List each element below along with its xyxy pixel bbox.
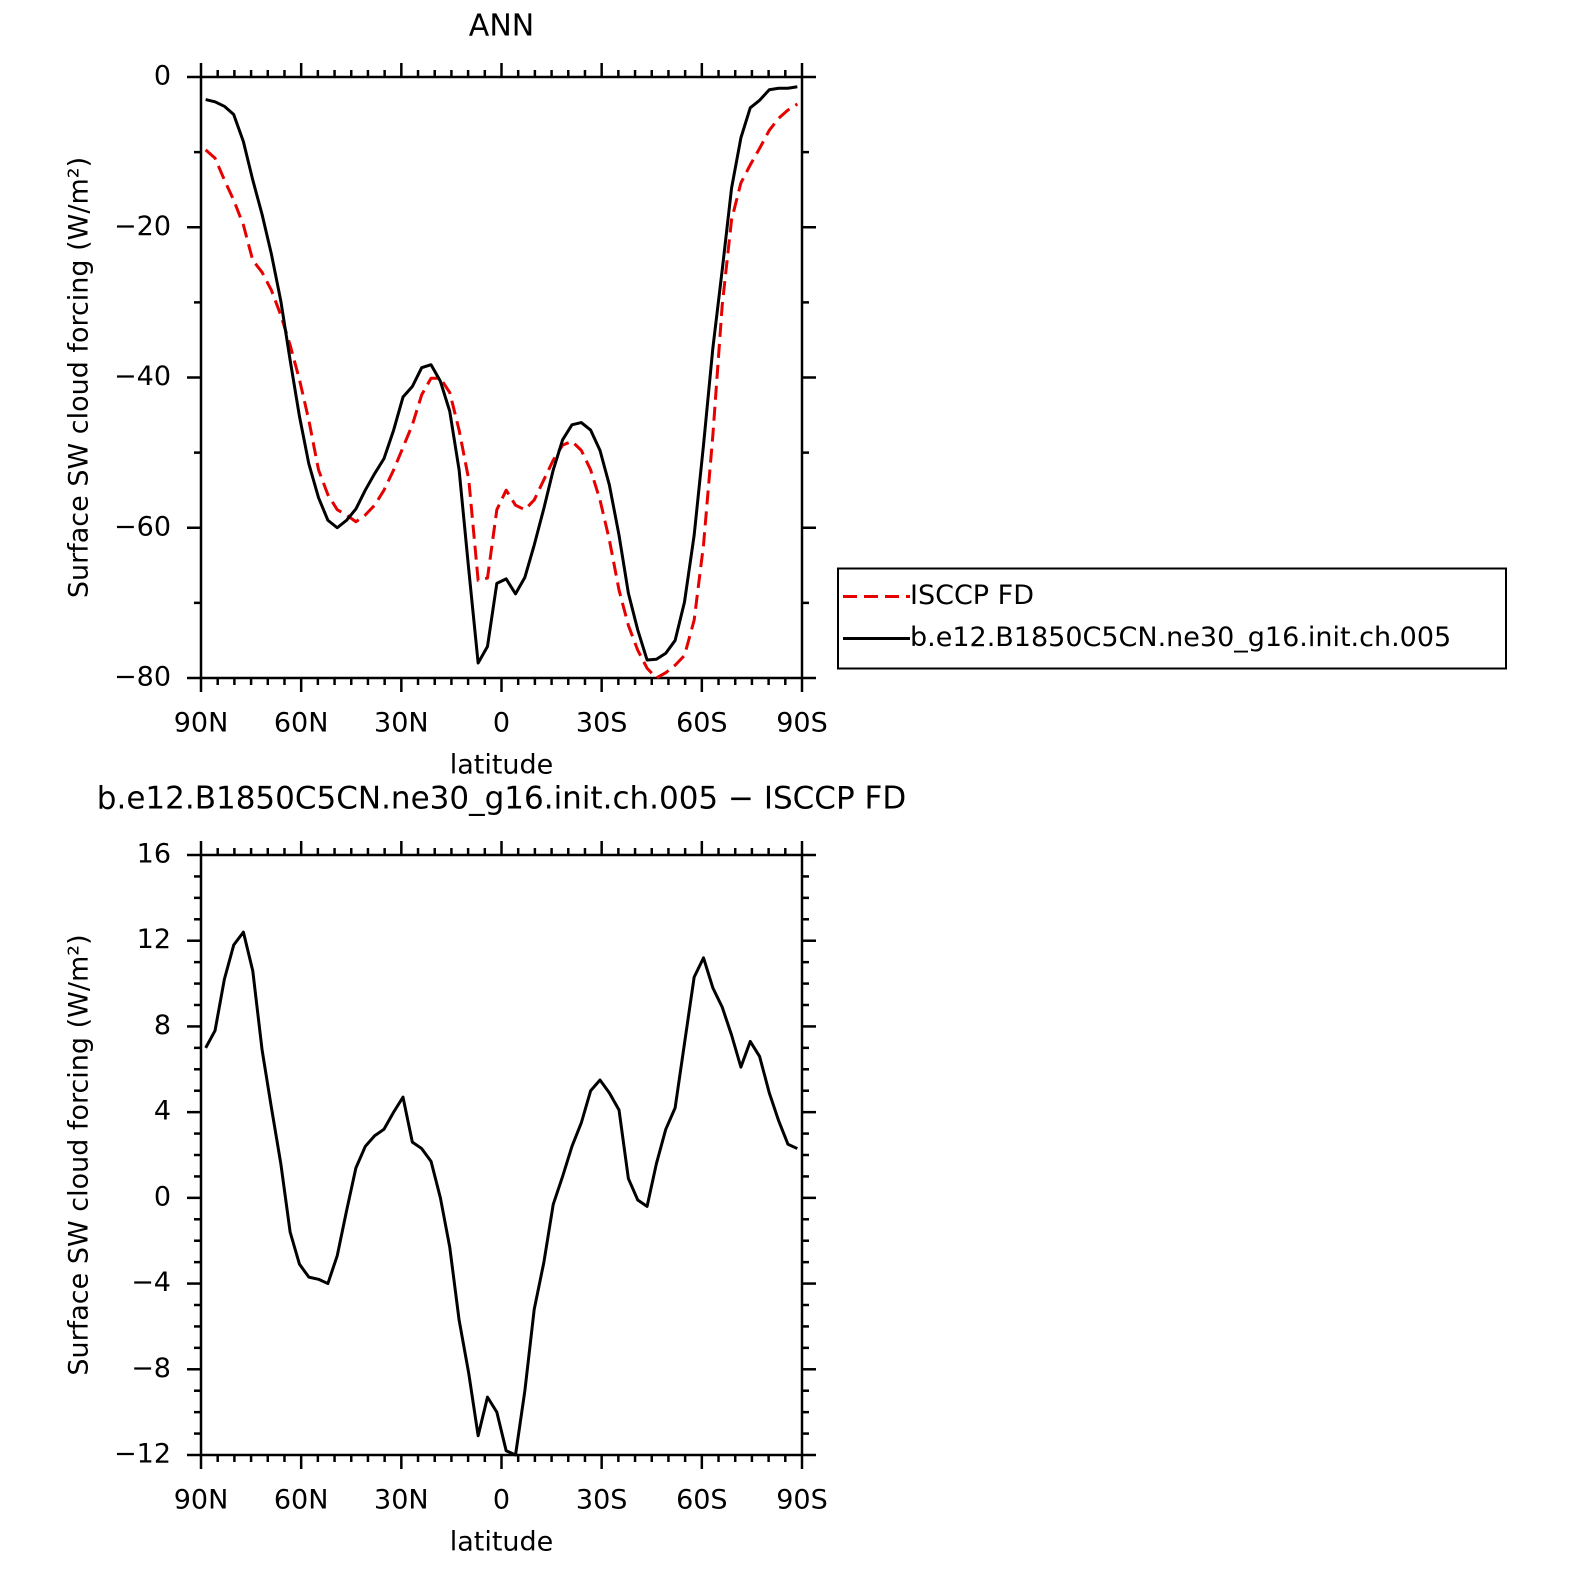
y-tick-label: 0 <box>154 61 171 92</box>
y-tick-label: 0 <box>154 1181 171 1212</box>
x-axis-label: latitude <box>450 750 554 781</box>
y-tick-label: −20 <box>114 211 171 242</box>
y-axis-label: Surface SW cloud forcing (W/m²) <box>64 934 95 1375</box>
data-line <box>204 930 798 1457</box>
y-axis-label: Surface SW cloud forcing (W/m²) <box>64 157 95 598</box>
chart-title: b.e12.B1850C5CN.ne30_g16.init.ch.005 − I… <box>97 781 906 817</box>
y-tick-label: 16 <box>137 839 171 870</box>
y-tick-label: 4 <box>154 1096 171 1127</box>
x-tick-label: 90N <box>174 708 229 739</box>
x-tick-label: 30N <box>374 708 429 739</box>
x-axis-label: latitude <box>450 1527 554 1558</box>
x-tick-label: 0 <box>493 1485 510 1516</box>
y-tick-label: −12 <box>114 1439 171 1470</box>
legend-box <box>837 567 1507 670</box>
plot-frame <box>199 853 804 1457</box>
legend-label: b.e12.B1850C5CN.ne30_g16.init.ch.005 <box>910 622 1451 653</box>
plot-frame <box>199 75 804 680</box>
y-tick-label: 8 <box>154 1010 171 1041</box>
y-tick-label: −80 <box>114 662 171 693</box>
x-tick-label: 60S <box>676 708 728 739</box>
legend-label: ISCCP FD <box>910 580 1034 611</box>
x-tick-label: 60S <box>676 1485 728 1516</box>
y-tick-label: −4 <box>131 1267 171 1298</box>
x-tick-label: 90S <box>776 708 828 739</box>
chart-title: ANN <box>469 9 534 44</box>
x-tick-label: 0 <box>493 708 510 739</box>
y-tick-label: 12 <box>137 924 171 955</box>
data-line <box>205 85 798 665</box>
x-tick-label: 30S <box>576 708 628 739</box>
y-tick-label: −8 <box>131 1353 171 1384</box>
y-tick-label: −60 <box>114 511 171 542</box>
x-tick-label: 30S <box>576 1485 628 1516</box>
x-tick-label: 90N <box>174 1485 229 1516</box>
x-tick-label: 60N <box>274 1485 329 1516</box>
x-tick-label: 30N <box>374 1485 429 1516</box>
x-tick-label: 60N <box>274 708 329 739</box>
data-line <box>204 102 799 680</box>
x-tick-label: 90S <box>776 1485 828 1516</box>
y-tick-label: −40 <box>114 361 171 392</box>
